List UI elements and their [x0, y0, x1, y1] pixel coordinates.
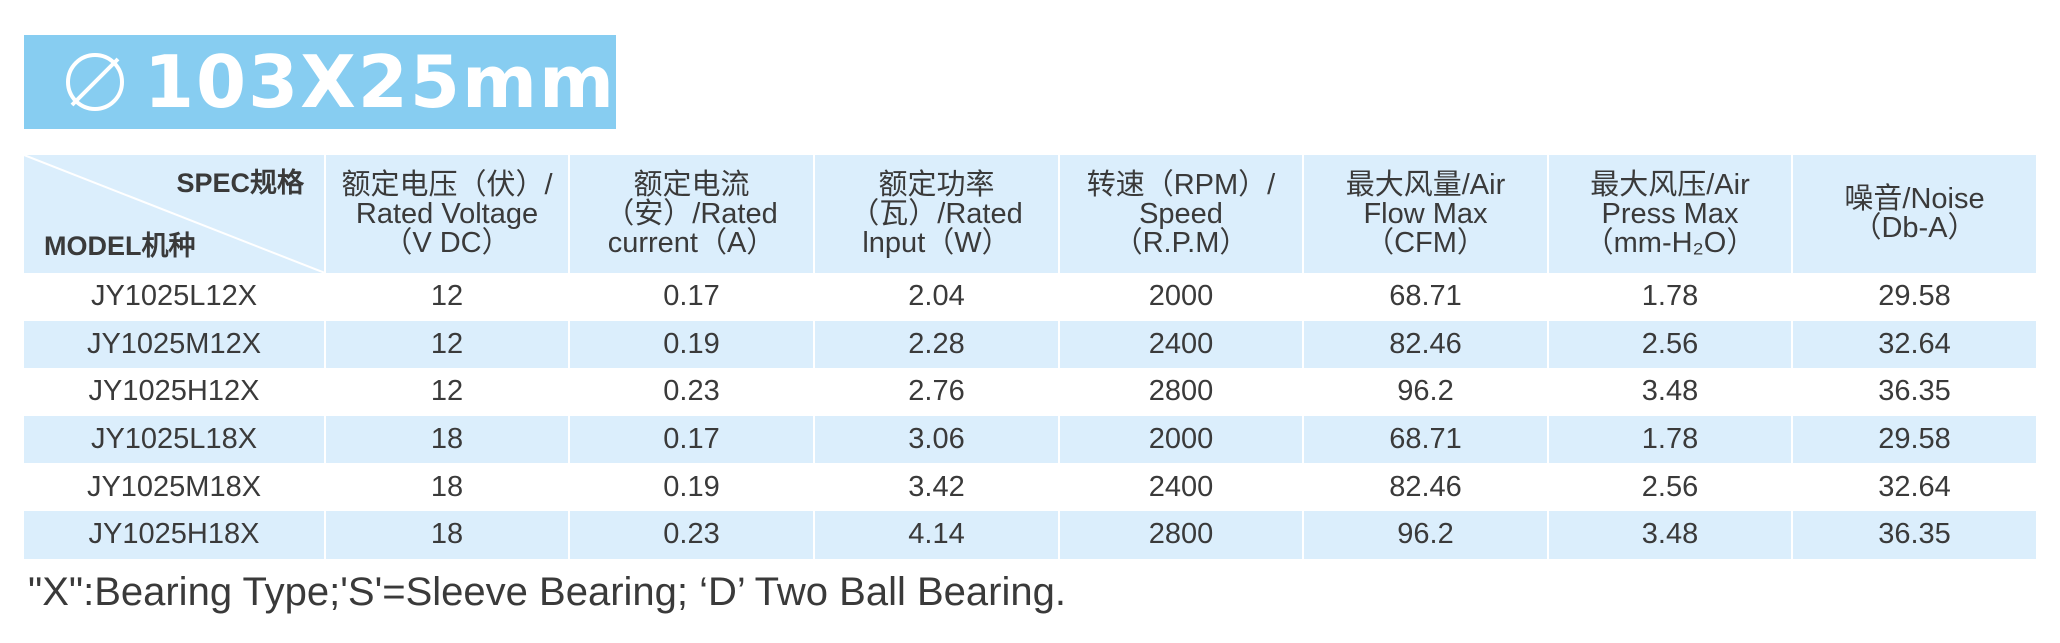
- input-cell: 2.28: [814, 320, 1060, 369]
- speed-cell: 2000: [1059, 415, 1304, 464]
- air-pressure-header: 最大风压/Air Press Max （mm-H₂O）: [1548, 155, 1793, 273]
- speed-header: 转速（RPM）/Speed （R.P.M）: [1059, 155, 1304, 273]
- air-pressure-cell: 3.48: [1548, 368, 1793, 416]
- air-flow-cell: 82.46: [1303, 320, 1549, 369]
- header-line: current（A）: [607, 226, 776, 259]
- header-line: （瓦）/Rated: [850, 197, 1023, 230]
- diameter-icon: [56, 42, 134, 122]
- header-line: Rated Voltage: [355, 197, 539, 230]
- diagonal-divider: [24, 155, 325, 273]
- voltage-cell: 12: [325, 368, 570, 416]
- noise-header: 噪音/Noise （Db-A）: [1792, 155, 2036, 273]
- input-cell: 3.06: [814, 415, 1060, 464]
- header-line: （CFM）: [1365, 226, 1486, 259]
- table-row: JY1025M12X 12 0.19 2.28 2400 82.46 2.56 32.64: [24, 320, 2036, 369]
- air-pressure-cell: 2.56: [1548, 463, 1793, 511]
- current-cell: 0.19: [569, 463, 815, 511]
- model-cell: JY1025M18X: [24, 463, 326, 511]
- input-cell: 3.42: [814, 463, 1060, 511]
- spec-label: SPEC规格: [176, 168, 304, 198]
- model-label: MODEL机种: [44, 231, 196, 261]
- header-line: Speed: [1139, 197, 1223, 230]
- model-cell: JY1025L12X: [24, 273, 326, 321]
- air-pressure-cell: 3.48: [1548, 510, 1793, 559]
- corner-header-cell: SPEC规格 MODEL机种: [24, 155, 326, 273]
- table-body: JY1025L12X 12 0.17 2.04 2000 68.71 1.78 29.58 JY…: [24, 273, 2036, 559]
- air-flow-cell: 68.71: [1303, 415, 1549, 464]
- title-banner: 103X25mm: [24, 35, 616, 129]
- speed-cell: 2000: [1059, 273, 1304, 321]
- header-line: 额定电压（伏）/: [341, 168, 553, 201]
- spec-table: SPEC规格 MODEL机种 额定电压（伏）/Rated Voltage （V D…: [24, 155, 2036, 559]
- air-flow-cell: 82.46: [1303, 463, 1549, 511]
- speed-cell: 2400: [1059, 463, 1304, 511]
- current-cell: 0.19: [569, 320, 815, 369]
- header-line: （V DC）: [383, 226, 511, 259]
- voltage-cell: 18: [325, 463, 570, 511]
- noise-cell: 32.64: [1792, 320, 2036, 369]
- header-line: （安）/Rated: [605, 197, 778, 230]
- header-line: 噪音/Noise: [1844, 183, 1985, 215]
- rated-current-header: 额定电流 （安）/Rated current（A）: [569, 155, 815, 273]
- input-cell: 2.04: [814, 273, 1060, 321]
- header-line: 最大风量/Air: [1345, 168, 1506, 201]
- table-row: JY1025L12X 12 0.17 2.04 2000 68.71 1.78 29.58: [24, 273, 2036, 321]
- header-line: lnput（W）: [862, 226, 1011, 259]
- voltage-cell: 12: [325, 273, 570, 321]
- speed-cell: 2800: [1059, 368, 1304, 416]
- header-row: SPEC规格 MODEL机种 额定电压（伏）/Rated Voltage （V D…: [24, 155, 2036, 273]
- voltage-cell: 18: [325, 510, 570, 559]
- current-cell: 0.17: [569, 273, 815, 321]
- noise-cell: 32.64: [1878, 470, 1951, 503]
- header-line: 转速（RPM）/: [1086, 168, 1276, 201]
- speed-cell: 2800: [1059, 510, 1304, 559]
- air-pressure-cell: 1.78: [1548, 415, 1793, 464]
- input-cell: 4.14: [814, 510, 1060, 559]
- noise-cell: 36.35: [1878, 375, 1951, 408]
- header-line: Press Max: [1601, 197, 1739, 230]
- header-line: （Db-A）: [1852, 212, 1977, 244]
- model-cell: JY1025H12X: [24, 368, 326, 416]
- table-row: JY1025H12X 12 0.23 2.76 2800 96.2 3.48 36.35: [24, 368, 2036, 416]
- header-line: 额定功率: [878, 168, 995, 201]
- speed-cell: 2400: [1059, 320, 1304, 369]
- air-flow-cell: 96.2: [1303, 510, 1549, 559]
- rated-input-header: 额定功率 （瓦）/Rated lnput（W）: [814, 155, 1060, 273]
- air-flow-header: 最大风量/Air Flow Max （CFM）: [1303, 155, 1549, 273]
- header-line: 额定电流: [633, 168, 750, 201]
- table-row: JY1025M18X 18 0.19 3.42 2400 82.46 2.56 32.64: [24, 463, 2036, 511]
- header-line: （mm-H₂O）: [1584, 226, 1756, 259]
- current-cell: 0.23: [569, 510, 815, 559]
- air-pressure-cell: 1.78: [1548, 273, 1793, 321]
- model-cell: JY1025L18X: [24, 415, 326, 464]
- noise-cell: 29.58: [1792, 415, 2036, 464]
- air-pressure-cell: 2.56: [1548, 320, 1793, 369]
- page-title: 103X25mm: [143, 40, 616, 124]
- current-cell: 0.23: [569, 368, 815, 416]
- rated-voltage-header: 额定电压（伏）/Rated Voltage （V DC）: [325, 155, 570, 273]
- header-line: 最大风压/Air: [1590, 168, 1750, 201]
- bearing-note: "X":Bearing Type;'S'=Sleeve Bearing; ‘D’…: [28, 570, 1066, 614]
- current-cell: 0.17: [569, 415, 815, 464]
- header-line: Flow Max: [1363, 197, 1488, 230]
- table-row: JY1025H18X 18 0.23 4.14 2800 96.2 3.48 36.35: [24, 510, 2036, 559]
- air-flow-cell: 68.71: [1303, 273, 1549, 321]
- voltage-cell: 12: [325, 320, 570, 369]
- model-cell: JY1025H18X: [24, 510, 326, 559]
- noise-cell: 29.58: [1878, 280, 1951, 313]
- air-flow-cell: 96.2: [1303, 368, 1549, 416]
- table-row: JY1025L18X 18 0.17 3.06 2000 68.71 1.78 29.58: [24, 415, 2036, 464]
- header-line: （R.P.M）: [1113, 226, 1249, 259]
- model-cell: JY1025M12X: [24, 320, 326, 369]
- noise-cell: 36.35: [1792, 510, 2036, 559]
- input-cell: 2.76: [814, 368, 1060, 416]
- voltage-cell: 18: [325, 415, 570, 464]
